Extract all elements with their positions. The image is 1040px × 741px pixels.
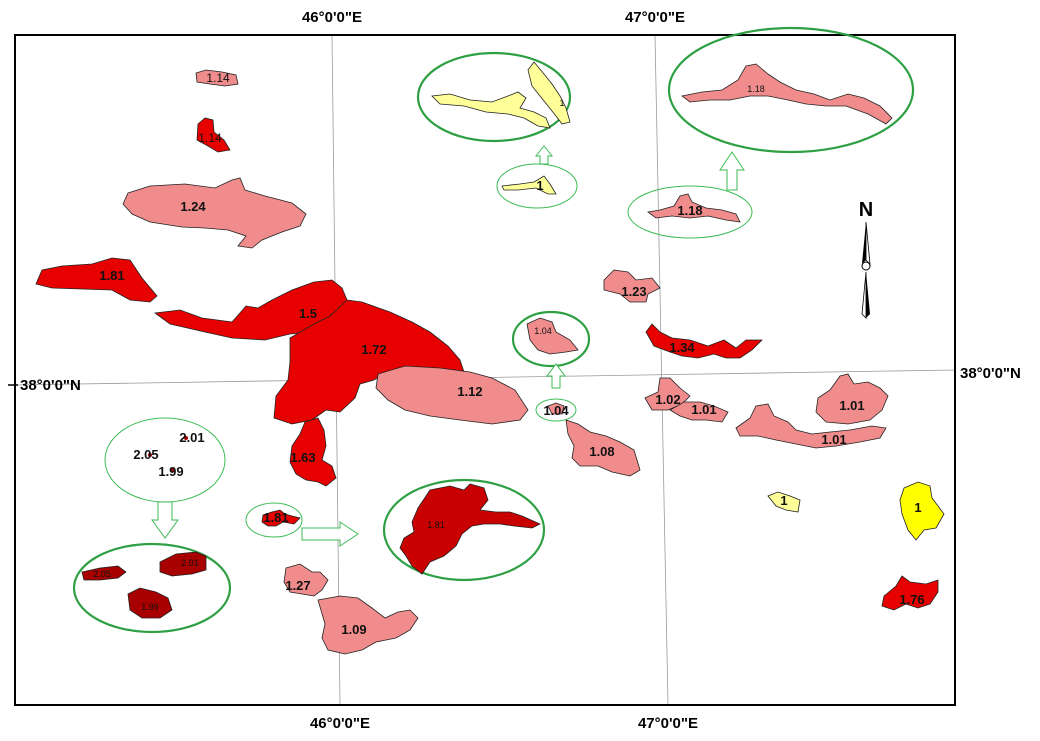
region-181-small [261, 509, 301, 527]
label-101-a: 1.01 [691, 402, 716, 417]
bottom-lon-label-46: 46°0'0"E [310, 715, 370, 732]
meridian-47e [654, 34, 669, 706]
label-1-yellow-small: 1 [780, 493, 787, 508]
arrow-up-icon-104 [546, 363, 566, 389]
ring-1-small [496, 163, 578, 209]
dot-201 [184, 436, 188, 440]
zoom-label-199: 1.99 [141, 602, 159, 612]
zoom-label-1-top: 1 [559, 98, 564, 108]
zoom-ring-cluster [72, 542, 232, 634]
label-104-small: 1.04 [543, 403, 569, 418]
region-127 [283, 563, 329, 597]
zoom-region-1-top-a [431, 91, 551, 129]
region-134 [645, 323, 763, 359]
label-201-small: 2.01 [179, 430, 204, 445]
zoom-ring-118 [667, 26, 915, 154]
region-1-yellow-small [767, 491, 801, 513]
label-127: 1.27 [285, 578, 310, 593]
label-118-small: 1.18 [677, 203, 702, 218]
ring-104-small [535, 398, 577, 422]
label-124: 1.24 [180, 199, 206, 214]
label-114-top: 1.14 [206, 71, 230, 85]
region-124 [122, 177, 307, 249]
region-163 [289, 417, 337, 487]
map-frame [14, 34, 956, 706]
label-102: 1.02 [655, 392, 680, 407]
region-123 [603, 269, 661, 303]
region-109 [317, 595, 419, 655]
region-118-small [647, 193, 741, 223]
region-112 [375, 365, 529, 425]
zoom-region-181 [399, 483, 541, 575]
zoom-label-181: 1.81 [427, 520, 445, 530]
label-101-c: 1.01 [821, 432, 846, 447]
region-108 [565, 419, 641, 477]
label-176: 1.76 [899, 592, 924, 607]
region-15 [153, 279, 348, 341]
zoom-region-205 [81, 565, 127, 581]
ring-118-small [627, 185, 753, 239]
label-163: 1.63 [290, 450, 315, 465]
region-114-second [196, 117, 231, 153]
bottom-lon-label-47: 47°0'0"E [638, 715, 698, 732]
arrow-up-icon-1 [534, 145, 554, 165]
label-1-small: 1 [536, 178, 543, 193]
zoom-region-199 [127, 587, 173, 619]
region-176 [881, 575, 939, 611]
north-arrow-label: N [859, 199, 873, 221]
ring-104-zoom [511, 310, 591, 368]
arrow-right-icon [301, 521, 359, 547]
zoom-label-201: 2.01 [181, 558, 199, 568]
label-199-small: 1.99 [158, 464, 183, 479]
top-lon-label-46: 46°0'0"E [302, 9, 362, 26]
ring-181-small [245, 502, 303, 538]
zoom-region-118 [681, 63, 893, 125]
ring-cluster-small [104, 417, 226, 503]
region-101-b [815, 373, 889, 425]
zoom-region-201 [159, 551, 207, 577]
label-101-b: 1.01 [839, 398, 864, 413]
label-15: 1.5 [299, 306, 317, 321]
region-114-top [195, 69, 239, 87]
dot-199 [170, 468, 174, 472]
zoom-ring-1-top [416, 51, 572, 143]
region-104-small [547, 402, 565, 415]
region-1-yellow-large [899, 481, 945, 541]
label-109: 1.09 [341, 622, 366, 637]
label-114-second: 1.14 [198, 131, 222, 145]
arrow-down-icon [151, 501, 179, 539]
zoom-region-1-top-b [527, 61, 571, 125]
label-181: 1.81 [99, 268, 124, 283]
region-101-a [669, 401, 729, 423]
label-123: 1.23 [621, 284, 646, 299]
north-arrow-icon: N [859, 199, 873, 319]
zoom-label-104: 1.04 [534, 326, 552, 336]
label-205-small: 2.05 [133, 447, 158, 462]
right-lat-label: 38°0'0"N [960, 365, 1021, 382]
region-102 [644, 377, 691, 411]
zoom-region-104 [526, 317, 579, 355]
dot-205 [148, 453, 152, 457]
label-1-yellow-large: 1 [914, 500, 921, 515]
zoom-label-118: 1.18 [747, 84, 765, 94]
label-108: 1.08 [589, 444, 614, 459]
region-181 [35, 257, 158, 303]
top-lon-label-47: 47°0'0"E [625, 9, 685, 26]
region-101-c [735, 403, 887, 449]
zoom-label-205: 2.05 [93, 569, 111, 579]
label-112: 1.12 [457, 384, 482, 399]
region-1-small [501, 175, 557, 195]
label-181-small: 1.81 [263, 510, 288, 525]
left-lat-label: 38°0'0"N [20, 377, 81, 394]
label-134: 1.34 [669, 340, 695, 355]
zoom-ring-181 [382, 478, 546, 582]
label-172: 1.72 [361, 342, 386, 357]
arrow-up-icon-118 [719, 151, 745, 191]
